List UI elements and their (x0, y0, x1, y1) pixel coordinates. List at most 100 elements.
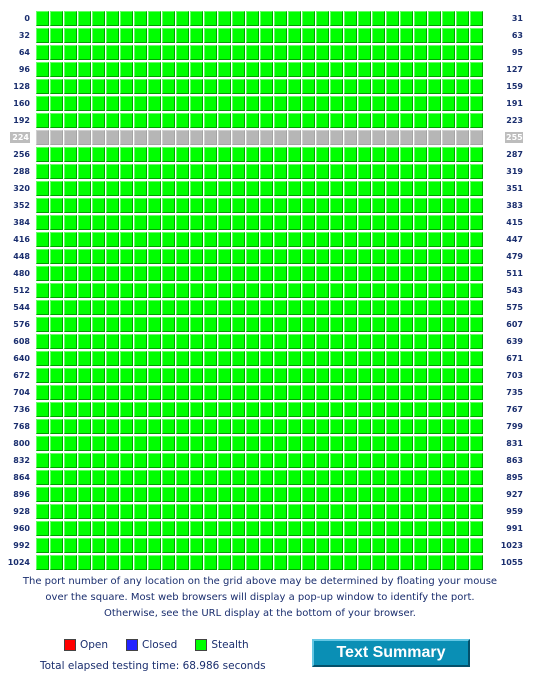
port-square[interactable] (288, 266, 301, 281)
port-square[interactable] (288, 96, 301, 111)
port-square[interactable] (344, 538, 357, 553)
port-square[interactable] (372, 79, 385, 94)
port-square[interactable] (456, 11, 469, 26)
port-square[interactable] (456, 487, 469, 502)
port-square[interactable] (288, 470, 301, 485)
port-square[interactable] (190, 368, 203, 383)
port-square[interactable] (92, 164, 105, 179)
port-square[interactable] (190, 453, 203, 468)
port-square[interactable] (302, 249, 315, 264)
port-square[interactable] (50, 368, 63, 383)
port-square[interactable] (190, 164, 203, 179)
port-square[interactable] (442, 164, 455, 179)
port-square[interactable] (400, 385, 413, 400)
port-square[interactable] (260, 79, 273, 94)
port-square[interactable] (78, 164, 91, 179)
port-square[interactable] (232, 147, 245, 162)
port-square[interactable] (190, 538, 203, 553)
port-square[interactable] (358, 232, 371, 247)
port-square[interactable] (414, 232, 427, 247)
port-square[interactable] (36, 521, 49, 536)
port-square[interactable] (344, 62, 357, 77)
port-square[interactable] (274, 538, 287, 553)
port-square[interactable] (204, 487, 217, 502)
port-square[interactable] (414, 385, 427, 400)
port-square[interactable] (400, 334, 413, 349)
port-square[interactable] (260, 147, 273, 162)
port-square[interactable] (246, 419, 259, 434)
port-square[interactable] (274, 368, 287, 383)
port-square[interactable] (176, 402, 189, 417)
port-square[interactable] (120, 385, 133, 400)
port-square[interactable] (64, 79, 77, 94)
port-square[interactable] (470, 368, 483, 383)
port-square[interactable] (260, 317, 273, 332)
port-square[interactable] (232, 436, 245, 451)
port-square[interactable] (372, 266, 385, 281)
port-square[interactable] (176, 436, 189, 451)
port-square[interactable] (428, 436, 441, 451)
port-square[interactable] (176, 249, 189, 264)
port-square[interactable] (218, 385, 231, 400)
port-square[interactable] (204, 28, 217, 43)
port-square[interactable] (358, 62, 371, 77)
port-square[interactable] (204, 79, 217, 94)
port-square[interactable] (442, 402, 455, 417)
port-square[interactable] (36, 419, 49, 434)
port-square[interactable] (344, 164, 357, 179)
port-square[interactable] (176, 283, 189, 298)
port-square[interactable] (78, 283, 91, 298)
port-square[interactable] (302, 181, 315, 196)
port-square[interactable] (344, 11, 357, 26)
port-square[interactable] (288, 45, 301, 60)
port-square[interactable] (148, 538, 161, 553)
port-square[interactable] (162, 181, 175, 196)
text-summary-button[interactable]: Text Summary (312, 639, 470, 667)
port-square[interactable] (330, 555, 343, 570)
port-square[interactable] (106, 334, 119, 349)
port-square[interactable] (246, 96, 259, 111)
port-square[interactable] (358, 198, 371, 213)
port-square[interactable] (50, 232, 63, 247)
port-square[interactable] (190, 45, 203, 60)
port-square[interactable] (442, 436, 455, 451)
port-square[interactable] (190, 147, 203, 162)
port-square[interactable] (162, 538, 175, 553)
port-square[interactable] (456, 147, 469, 162)
port-square[interactable] (372, 147, 385, 162)
port-square[interactable] (302, 147, 315, 162)
port-square[interactable] (330, 266, 343, 281)
port-square[interactable] (442, 232, 455, 247)
port-square[interactable] (148, 45, 161, 60)
port-square[interactable] (64, 11, 77, 26)
port-square[interactable] (358, 504, 371, 519)
port-square[interactable] (260, 555, 273, 570)
port-square[interactable] (288, 487, 301, 502)
port-square[interactable] (78, 130, 91, 145)
port-square[interactable] (232, 453, 245, 468)
port-square[interactable] (344, 521, 357, 536)
port-square[interactable] (120, 215, 133, 230)
port-square[interactable] (386, 504, 399, 519)
port-square[interactable] (134, 521, 147, 536)
port-square[interactable] (372, 487, 385, 502)
port-square[interactable] (358, 130, 371, 145)
port-square[interactable] (162, 385, 175, 400)
port-square[interactable] (232, 113, 245, 128)
port-square[interactable] (414, 521, 427, 536)
port-square[interactable] (92, 504, 105, 519)
port-square[interactable] (64, 283, 77, 298)
port-square[interactable] (218, 504, 231, 519)
port-square[interactable] (36, 232, 49, 247)
port-square[interactable] (106, 130, 119, 145)
port-square[interactable] (64, 96, 77, 111)
port-square[interactable] (148, 453, 161, 468)
port-square[interactable] (36, 164, 49, 179)
port-square[interactable] (246, 79, 259, 94)
port-square[interactable] (344, 181, 357, 196)
port-square[interactable] (176, 334, 189, 349)
port-square[interactable] (260, 62, 273, 77)
port-square[interactable] (120, 368, 133, 383)
port-square[interactable] (120, 538, 133, 553)
port-square[interactable] (232, 249, 245, 264)
